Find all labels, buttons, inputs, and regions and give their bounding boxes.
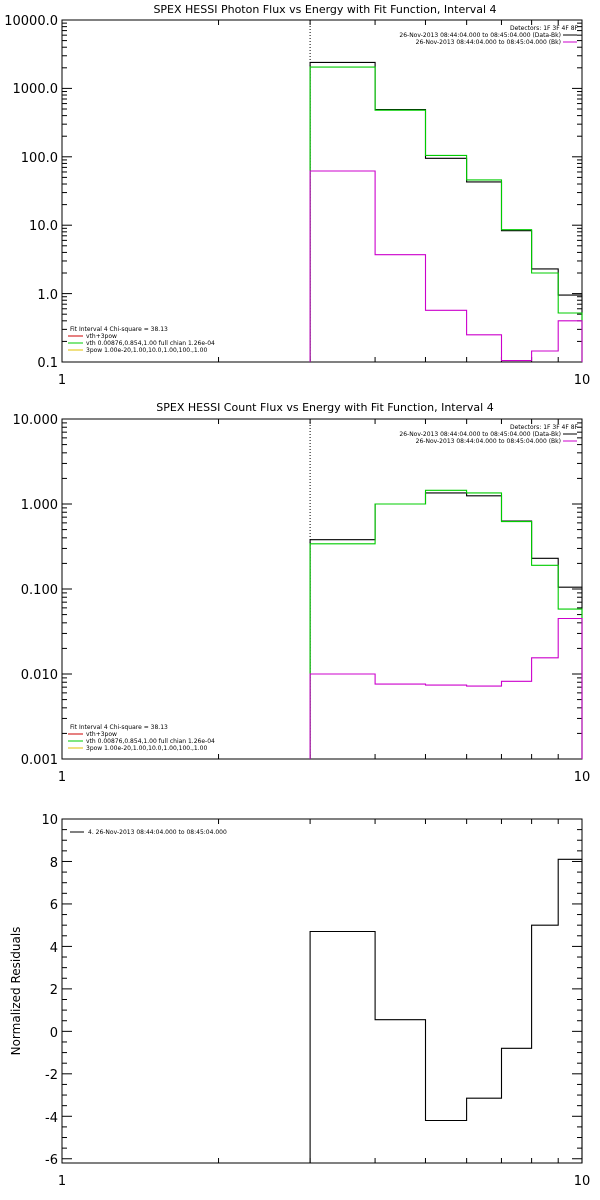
series-line-1 [309, 489, 583, 759]
panel1-ytick-4: 1000.0 [13, 82, 59, 97]
panel3-xtick-1: 1 [58, 1174, 66, 1189]
panel1-frame [61, 19, 583, 363]
panel3-ytick-1: -4 [45, 1111, 58, 1126]
panel3-ylabel: Normalized Residuals [9, 927, 23, 1056]
panel1-ytick-2: 10.0 [29, 219, 58, 234]
panel2-fit-entry-1: vth 0.00876,0.854,1.00 full chian 1.26e-… [86, 738, 215, 745]
panel1-ytick-5: 10000.0 [4, 14, 58, 29]
panel2-legend-entry-bk: 26-Nov-2013 08:44:04.000 to 08:45:04.000… [416, 438, 561, 445]
panel2-ytick-0: 0.001 [21, 753, 58, 768]
panel1-legend-entry-data: 26-Nov-2013 08:44:04.000 to 08:45:04.000… [399, 32, 561, 39]
series-line-2 [309, 170, 583, 362]
panel1-series [309, 20, 583, 362]
panel3-ytick-5: 4 [50, 941, 58, 956]
panel1-fit-entry-0: vth+3pow [86, 333, 117, 340]
panel3-ytick-0: -6 [45, 1153, 58, 1168]
panel2-fit-entry-0: vth+3pow [86, 731, 117, 738]
series-line-1 [309, 66, 583, 362]
series-line-0 [309, 492, 583, 759]
panel2-ytick-4: 10.000 [13, 413, 59, 428]
panel2-xtick-10: 10 [574, 770, 591, 785]
panel1-ytick-3: 100.0 [21, 151, 58, 166]
panel1-legend-header: Detectors: 1F 3F 4F 8F [510, 25, 579, 32]
panel3-xtick-10: 10 [574, 1174, 591, 1189]
panel3-frame [61, 818, 583, 1164]
panel2-ytick-3: 1.000 [21, 498, 58, 513]
panel1-title: SPEX HESSI Photon Flux vs Energy with Fi… [153, 3, 496, 16]
series-line-2 [309, 617, 583, 759]
panel1-fit-header: Fit Interval 4 Chi-square = 38.13 [70, 326, 168, 333]
panel1-ytick-0: 0.1 [37, 356, 58, 371]
panel3-ytick-7: 8 [50, 856, 58, 871]
panel3-ytick-6: 6 [50, 898, 58, 913]
panel2-title: SPEX HESSI Count Flux vs Energy with Fit… [156, 401, 493, 414]
photon-flux-panel: SPEX HESSI Photon Flux vs Energy with Fi… [4, 3, 590, 388]
count-flux-panel: SPEX HESSI Count Flux vs Energy with Fit… [13, 401, 591, 785]
panel2-series [309, 419, 583, 759]
panel2-legend-entry-data: 26-Nov-2013 08:44:04.000 to 08:45:04.000… [399, 431, 561, 438]
panel2-fit-entry-2: 3pow 1.00e-20,1.00,10.0,1.00,100.,1.00 [86, 745, 207, 752]
panel1-fit-entry-1: vth 0.00876,0.854,1.00 full chian 1.26e-… [86, 340, 215, 347]
series-line-0 [309, 858, 583, 1163]
panel2-xtick-1: 1 [58, 770, 66, 785]
residuals-panel: Normalized Residuals 1 10 -6 -4 -2 0 2 4… [9, 813, 590, 1189]
panel3-ytick-2: -2 [45, 1068, 58, 1083]
panel3-legend-entry: 4. 26-Nov-2013 08:44:04.000 to 08:45:04.… [88, 829, 227, 836]
panel1-ytick-1: 1.0 [37, 288, 58, 303]
panel2-ytick-2: 0.100 [21, 583, 58, 598]
panel1-ticks [61, 19, 583, 363]
panel1-legend-entry-bk: 26-Nov-2013 08:44:04.000 to 08:45:04.000… [416, 39, 561, 46]
panel1-xtick-10: 10 [574, 373, 591, 388]
panel2-frame [61, 418, 583, 760]
panel3-ytick-8: 10 [41, 813, 58, 828]
panel3-ytick-3: 0 [50, 1026, 58, 1041]
panel3-ticks [61, 818, 583, 1163]
panel2-ticks [61, 418, 583, 760]
panel3-ytick-4: 2 [50, 983, 58, 998]
panel2-legend-header: Detectors: 1F 3F 4F 8F [510, 424, 579, 431]
panel2-ytick-1: 0.010 [21, 668, 58, 683]
panel3-series [309, 858, 583, 1163]
series-line-0 [309, 61, 583, 362]
panel1-xtick-1: 1 [58, 373, 66, 388]
panel1-fit-entry-2: 3pow 1.00e-20,1.00,10.0,1.00,100.,1.00 [86, 347, 207, 354]
panel2-fit-header: Fit Interval 4 Chi-square = 38.13 [70, 724, 168, 731]
